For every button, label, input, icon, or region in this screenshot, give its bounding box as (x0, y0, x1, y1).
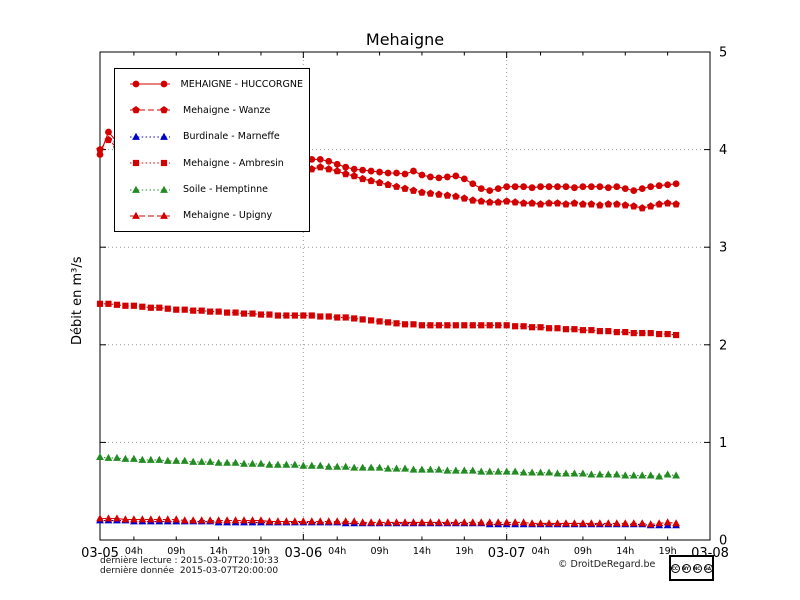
legend-label: Mehaigne - Ambresin (183, 157, 284, 169)
footer-last-data: dernière donnée 2015-03-07T20:00:00 (100, 566, 279, 576)
legend-label: Burdinale - Marneffe (183, 131, 280, 143)
nc-icon: NC (692, 563, 702, 573)
x-minor-tick-label: 04h (328, 546, 346, 557)
legend-item-mehaigne-huccorgne: MEHAIGNE - HUCCORGNE (127, 78, 303, 90)
x-minor-tick-label: 19h (455, 546, 473, 557)
x-minor-tick-label: 04h (532, 546, 550, 557)
legend-item-mehaigne-wanze: Mehaigne - Wanze (127, 104, 303, 116)
x-minor-tick-label: 09h (371, 546, 389, 557)
x-minor-tick-label: 14h (413, 546, 431, 557)
series-mehaigne-ambresin (96, 300, 680, 339)
y-tick-label: 4 (719, 143, 727, 158)
legend-item-burdinale-marneffe: Burdinale - Marneffe (127, 131, 303, 143)
x-major-tick-label: 03-06 (284, 546, 322, 561)
cc-icon: CC (670, 563, 680, 573)
by-icon: BY (681, 563, 691, 573)
legend-label: Mehaigne - Wanze (183, 104, 271, 116)
x-minor-tick-label: 09h (574, 546, 592, 557)
cc-license-badge: CC BY NC SA (669, 555, 714, 581)
x-minor-tick-label: 09h (167, 546, 185, 557)
legend-item-soile-hemptinne: Soile - Hemptinne (127, 184, 303, 196)
y-tick-label: 0 (719, 534, 727, 549)
legend-sample (130, 185, 170, 193)
sa-icon: SA (703, 563, 713, 573)
cc-license-icons: CC BY NC SA (670, 563, 713, 573)
legend-sample (130, 211, 170, 219)
series-mehaigne-upigny (96, 514, 681, 528)
y-tick-label: 1 (719, 436, 727, 451)
legend-sample (130, 80, 170, 88)
footer-last-read: dernière lecture : 2015-03-07T20:10:33 (100, 556, 279, 566)
legend-sample (130, 160, 170, 167)
legend-label: MEHAIGNE - HUCCORGNE (180, 78, 304, 90)
y-axis-label: Débit en m³/s (70, 256, 85, 346)
x-minor-tick-label: 14h (616, 546, 634, 557)
x-minor-tick-label: 19h (252, 546, 270, 557)
y-tick-label: 2 (719, 338, 727, 353)
chart-title: Mehaigne (365, 30, 445, 49)
legend-label: Mehaigne - Upigny (183, 210, 273, 222)
y-tick-label: 5 (719, 46, 727, 61)
x-minor-tick-label: 19h (659, 546, 677, 557)
legend-label: Soile - Hemptinne (183, 184, 268, 196)
x-minor-tick-label: 04h (125, 546, 143, 557)
legend-box: MEHAIGNE - HUCCORGNE Mehaigne - Wanze Burd… (114, 68, 310, 232)
y-tick-label: 3 (719, 241, 727, 256)
plot-frame (99, 51, 711, 541)
legend-item-mehaigne-upigny: Mehaigne - Upigny (127, 210, 303, 222)
legend-sample (130, 106, 170, 114)
legend-item-mehaigne-ambresin: Mehaigne - Ambresin (127, 157, 303, 169)
x-major-tick-label: 03-05 (81, 546, 119, 561)
x-major-tick-label: 03-07 (488, 546, 526, 561)
legend-sample (130, 132, 170, 140)
x-minor-tick-label: 14h (210, 546, 228, 557)
copyright-credit: © DroitDeRegard.be (558, 559, 656, 570)
series-soile-hemptinne (96, 452, 681, 480)
